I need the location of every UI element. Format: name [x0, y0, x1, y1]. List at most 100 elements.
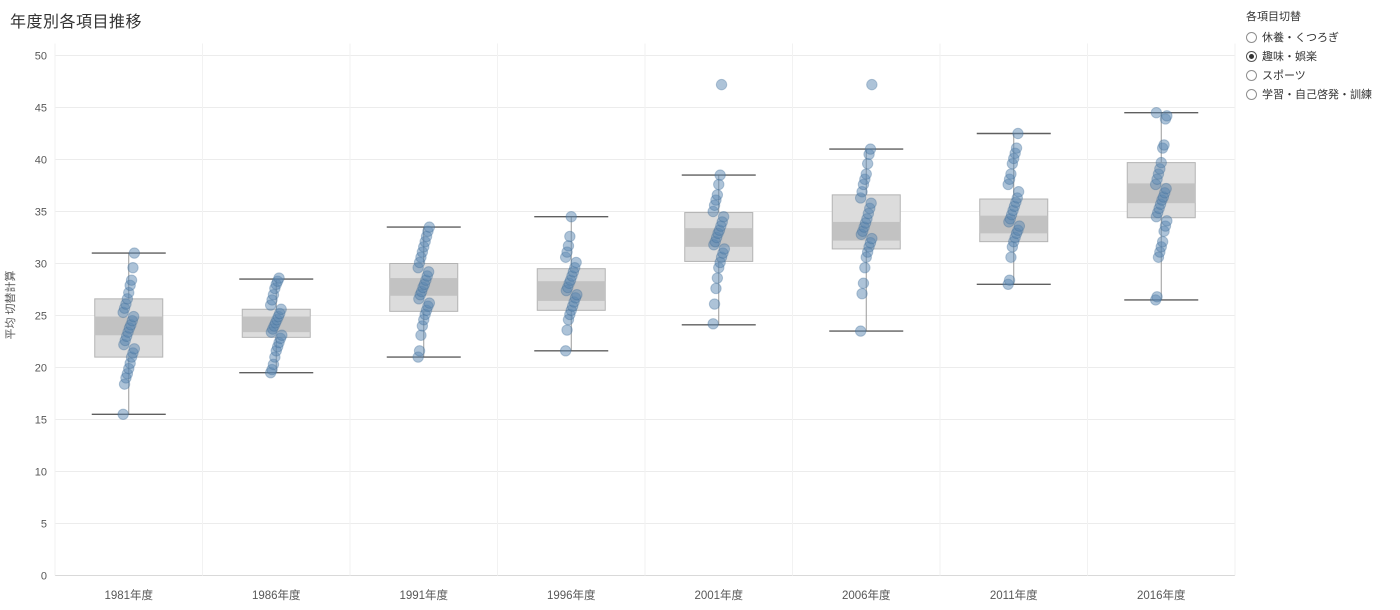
radio-option-label: 趣味・娯楽: [1262, 51, 1317, 63]
radio-option-label: 休養・くつろぎ: [1262, 32, 1339, 44]
scatter-point[interactable]: [276, 329, 288, 341]
scatter-point[interactable]: [561, 324, 573, 336]
scatter-point[interactable]: [1151, 291, 1163, 303]
box-group[interactable]: [91, 247, 166, 420]
scatter-point[interactable]: [710, 282, 722, 295]
scatter-point[interactable]: [1005, 168, 1017, 180]
scatter-point[interactable]: [714, 169, 726, 181]
y-tick-label: 10: [35, 467, 47, 479]
scatter-point[interactable]: [866, 78, 878, 91]
x-category-label: 1986年度: [252, 588, 301, 602]
item-switcher-title: 各項目切替: [1246, 11, 1301, 23]
y-tick-label: 0: [41, 571, 47, 583]
scatter-point[interactable]: [1158, 139, 1170, 151]
scatter-point[interactable]: [1160, 182, 1172, 195]
scatter-point[interactable]: [1012, 186, 1025, 198]
scatter-point[interactable]: [1161, 110, 1173, 122]
scatter-point[interactable]: [564, 230, 576, 243]
y-tick-label: 35: [35, 207, 47, 219]
scatter-point[interactable]: [866, 232, 878, 245]
x-category-label: 2016年度: [1137, 588, 1186, 602]
radio-button-icon[interactable]: [1246, 88, 1257, 100]
scatter-point[interactable]: [718, 243, 731, 255]
x-category-label: 2011年度: [990, 588, 1038, 602]
scatter-point[interactable]: [127, 310, 140, 323]
scatter-point[interactable]: [562, 240, 575, 252]
boxplot-chart-canvas[interactable]: 0 5 10 15 20 25 30 35 40 45 50 平均 切替計算 1981年度 1986年度 1…: [0, 0, 1240, 610]
scatter-point[interactable]: [707, 318, 719, 330]
scatter-point[interactable]: [423, 297, 436, 309]
radio-button-icon[interactable]: [1246, 69, 1257, 81]
scatter-point[interactable]: [861, 157, 874, 170]
scatter-point[interactable]: [1010, 142, 1023, 154]
scatter-point[interactable]: [711, 272, 724, 284]
scatter-point[interactable]: [1003, 274, 1016, 286]
scatter-point[interactable]: [1155, 156, 1167, 169]
y-tick-label: 45: [35, 103, 47, 115]
scatter-point[interactable]: [717, 211, 730, 223]
box-group[interactable]: [534, 211, 609, 357]
y-tick-label: 50: [35, 51, 47, 63]
scatter-point[interactable]: [571, 289, 583, 301]
scatter-point[interactable]: [422, 266, 435, 278]
radio-button-icon[interactable]: [1246, 50, 1257, 62]
scatter-point[interactable]: [1012, 127, 1024, 140]
scatter-point[interactable]: [856, 287, 868, 300]
y-tick-label: 25: [35, 311, 47, 323]
chart-title: 年度別各項目推移: [10, 14, 143, 31]
scatter-point[interactable]: [273, 272, 285, 284]
radio-option-learning[interactable]: 学習・自己啓発・訓練: [1246, 86, 1396, 102]
scatter-point[interactable]: [864, 143, 877, 155]
scatter-point[interactable]: [559, 345, 572, 357]
scatter-point[interactable]: [854, 325, 867, 337]
box-group[interactable]: [1124, 107, 1199, 306]
y-tick-label: 15: [35, 415, 47, 427]
x-category-label: 1981年度: [104, 588, 153, 602]
radio-option-rest[interactable]: 休養・くつろぎ: [1246, 29, 1396, 45]
box-group[interactable]: [239, 272, 314, 379]
scatter-point[interactable]: [423, 221, 436, 233]
scatter-point[interactable]: [127, 261, 139, 274]
x-category-label: 1991年度: [399, 588, 448, 602]
scatter-point[interactable]: [125, 274, 138, 286]
scatter-point[interactable]: [711, 189, 724, 201]
scatter-point[interactable]: [565, 211, 577, 223]
y-tick-label: 40: [35, 155, 47, 167]
radio-option-hobby[interactable]: 趣味・娯楽: [1246, 48, 1396, 64]
scatter-point[interactable]: [713, 178, 725, 191]
scatter-point[interactable]: [1156, 235, 1169, 248]
y-tick-label: 20: [35, 363, 47, 375]
radio-button-icon[interactable]: [1246, 31, 1257, 43]
box-group[interactable]: [386, 221, 461, 363]
scatter-point[interactable]: [415, 329, 427, 341]
scatter-point[interactable]: [413, 345, 426, 357]
scatter-point[interactable]: [860, 168, 872, 180]
scatter-point[interactable]: [859, 261, 871, 274]
box-group[interactable]: [829, 78, 904, 337]
scatter-point[interactable]: [570, 256, 582, 269]
box-group[interactable]: [681, 78, 756, 330]
y-tick-label: 30: [35, 259, 47, 271]
x-category-label: 2001年度: [694, 588, 743, 602]
x-category-label: 1996年度: [547, 588, 596, 602]
radio-option-label: 学習・自己啓発・訓練: [1262, 89, 1372, 101]
scatter-point[interactable]: [1161, 215, 1173, 227]
scatter-point[interactable]: [128, 343, 141, 355]
item-switcher-panel: 各項目切替 休養・くつろぎ 趣味・娯楽 スポーツ 学習・自己啓発・訓練: [1246, 8, 1396, 105]
box-group[interactable]: [976, 127, 1051, 290]
scatter-point[interactable]: [715, 78, 728, 91]
radio-option-sports[interactable]: スポーツ: [1246, 67, 1396, 83]
scatter-point[interactable]: [117, 408, 129, 420]
x-category-label: 2006年度: [842, 588, 891, 602]
scatter-point[interactable]: [128, 247, 141, 259]
scatter-point[interactable]: [1005, 251, 1017, 263]
radio-list: 休養・くつろぎ 趣味・娯楽 スポーツ 学習・自己啓発・訓練: [1246, 29, 1396, 102]
scatter-point[interactable]: [275, 303, 287, 315]
scatter-point[interactable]: [865, 197, 877, 209]
median-band: [979, 215, 1048, 234]
y-tick-label: 5: [41, 519, 47, 531]
scatter-point[interactable]: [708, 298, 721, 310]
scatter-point[interactable]: [1013, 220, 1026, 232]
scatter-point[interactable]: [1150, 107, 1163, 119]
scatter-point[interactable]: [857, 277, 870, 289]
